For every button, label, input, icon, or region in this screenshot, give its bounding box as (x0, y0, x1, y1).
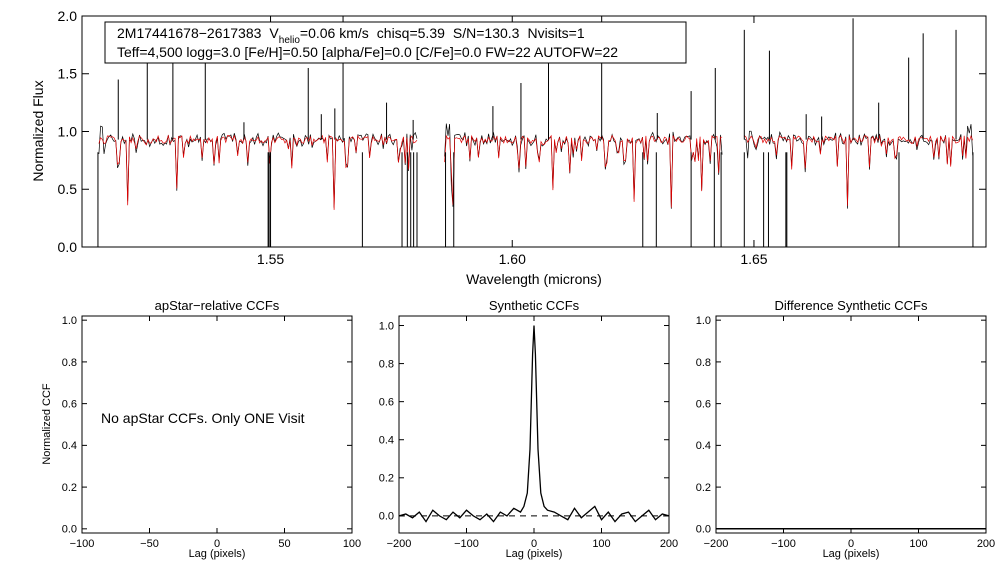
y-tick-label: 0.6 (62, 398, 77, 410)
synthetic-ccf-lines (398, 325, 670, 523)
y-tick-label: 0.8 (696, 357, 711, 369)
spectrum-panel: 1.55 1.60 1.65 0.0 0.5 1.0 1.5 2.0 2M17441678−2… (30, 8, 987, 287)
y-tick-label: 0.2 (696, 482, 711, 494)
apstar-ccf-panel: −100 −50 0 50 100 0.0 0.2 0.4 0.6 0.8 1.0 apStar−r… (41, 298, 361, 560)
x-tick-label: 200 (977, 538, 995, 550)
model-spectrum-chip-2 (444, 134, 723, 208)
apstar-ccf-axes-frame (81, 315, 353, 534)
v-helio-symbol: V (269, 25, 279, 41)
spectrum-lines (97, 16, 974, 247)
x-tick-label: 0 (214, 538, 220, 550)
y-tick-label: 0.4 (379, 435, 394, 447)
v-helio-value: =0.06 km/s (300, 25, 369, 41)
chisq-value: chisq=5.39 (377, 25, 445, 41)
y-tick-label: 0.5 (58, 181, 78, 197)
apstar-ccf-ticks: −100 −50 0 50 100 0.0 0.2 0.4 0.6 0.8 1.0 (62, 315, 361, 550)
spectrum-axes-frame (81, 15, 987, 248)
apstar-ccf-title: apStar−relative CCFs (155, 298, 280, 313)
spectrum-info-box (104, 21, 687, 64)
v-helio-subscript: helio (279, 35, 301, 46)
y-tick-label: 0.4 (696, 440, 711, 452)
y-tick-label: 1.0 (696, 315, 711, 327)
y-tick-label: 0.2 (62, 482, 77, 494)
y-tick-label: 0.6 (696, 398, 711, 410)
synthetic-ccf-panel: −200 −100 0 100 200 0.0 0.2 0.4 0.6 0.8 1.0 Synthe… (379, 298, 678, 560)
difference-ccf-title: Difference Synthetic CCFs (775, 298, 928, 313)
x-tick-label: 0 (848, 538, 854, 550)
x-tick-label: 100 (909, 538, 927, 550)
synthetic-ccf-x-axis-label: Lag (pixels) (506, 548, 563, 560)
star-id: 2M17441678−2617383 (117, 25, 262, 41)
x-tick-label: 200 (660, 538, 678, 550)
x-tick-label: −100 (70, 538, 95, 550)
x-tick-label: 1.60 (499, 251, 526, 267)
apstar-ccf-x-axis-label: Lag (pixels) (189, 548, 246, 560)
y-tick-label: 1.5 (58, 66, 78, 82)
apstar-ccf-y-axis-label: Normalized CCF (41, 383, 53, 465)
x-tick-label: 100 (592, 538, 610, 550)
y-tick-label: 0.6 (379, 397, 394, 409)
nvisits-value: Nvisits=1 (527, 25, 584, 41)
x-tick-label: 100 (343, 538, 361, 550)
spectrum-y-axis-label: Normalized Flux (30, 80, 46, 181)
x-tick-label: 1.65 (740, 251, 767, 267)
y-tick-label: 0.8 (379, 358, 394, 370)
sn-value: S/N=130.3 (453, 25, 520, 41)
y-tick-label: 0.0 (62, 524, 77, 536)
y-tick-label: 1.0 (379, 320, 394, 332)
y-tick-label: 0.2 (379, 473, 394, 485)
spectrum-header-line1: 2M17441678−2617383 Vhelio=0.06 km/s chisq=… (117, 25, 585, 46)
y-tick-label: 1.0 (58, 123, 78, 139)
y-tick-label: 2.0 (58, 8, 78, 24)
x-tick-label: 1.55 (257, 251, 284, 267)
y-tick-label: 0.8 (62, 357, 77, 369)
synthetic-ccf-axes-frame (398, 315, 670, 534)
x-tick-label: −50 (140, 538, 159, 550)
synthetic-ccf-ticks: −200 −100 0 100 200 0.0 0.2 0.4 0.6 0.8 1.0 (379, 316, 678, 550)
x-tick-label: 50 (278, 538, 290, 550)
synthetic-ccf-line (398, 325, 670, 523)
x-tick-label: −100 (454, 538, 479, 550)
x-tick-label: 0 (531, 538, 537, 550)
y-tick-label: 1.0 (62, 315, 77, 327)
difference-ccf-axes-frame (715, 315, 987, 534)
difference-ccf-ticks: −200 −100 0 100 200 0.0 0.2 0.4 0.6 0.8 1.0 (696, 315, 995, 550)
x-tick-label: −200 (387, 538, 412, 550)
spectrum-x-axis-label: Wavelength (microns) (466, 271, 602, 287)
x-tick-label: −200 (704, 538, 729, 550)
x-tick-label: −100 (771, 538, 796, 550)
apstar-ccf-annotation: No apStar CCFs. Only ONE Visit (101, 410, 305, 426)
model-spectrum-chip-1 (98, 134, 418, 210)
y-tick-label: 0.0 (58, 239, 78, 255)
synthetic-ccf-title: Synthetic CCFs (489, 298, 580, 313)
y-tick-label: 0.4 (62, 440, 77, 452)
spectrum-header-line2: Teff=4,500 logg=3.0 [Fe/H]=0.50 [alpha/F… (117, 44, 618, 60)
model-spectrum-chip-3 (744, 134, 974, 206)
difference-ccf-panel: −200 −100 0 100 200 0.0 0.2 0.4 0.6 0.8 1.0 Differ… (696, 298, 995, 560)
y-tick-label: 0.0 (379, 511, 394, 523)
y-tick-label: 0.0 (696, 524, 711, 536)
difference-ccf-x-axis-label: Lag (pixels) (823, 548, 880, 560)
